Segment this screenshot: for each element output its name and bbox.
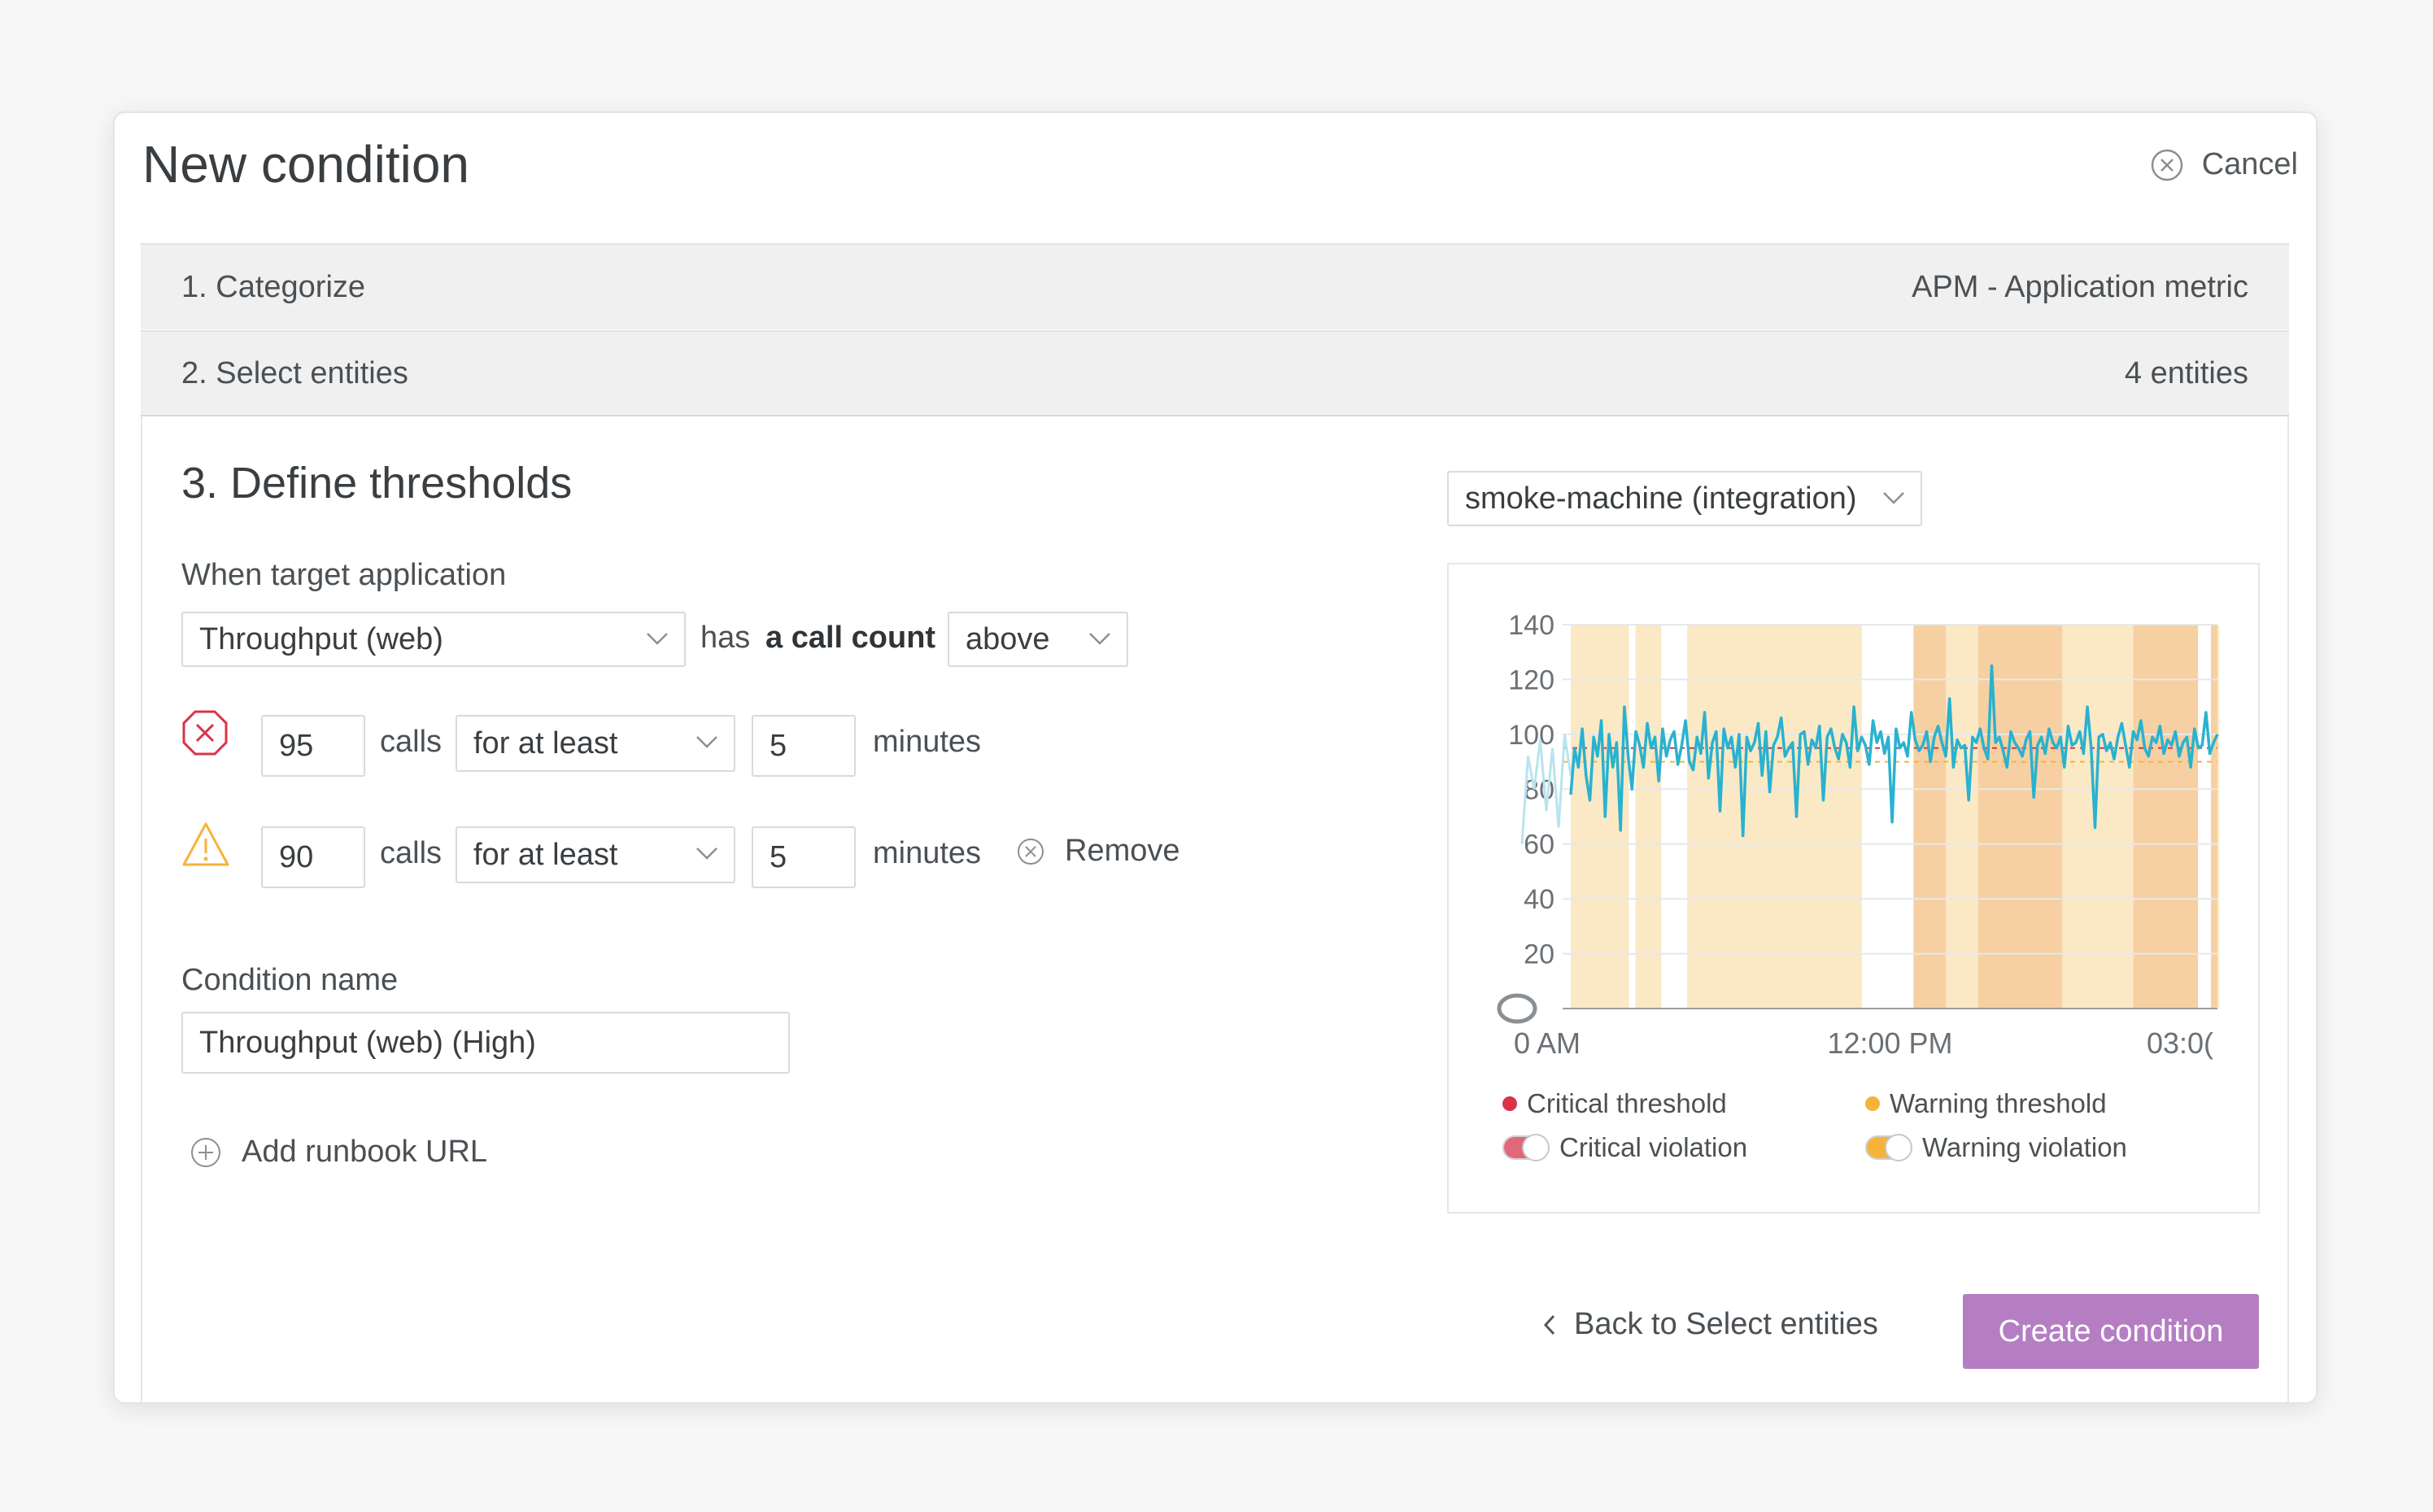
operator-select-value: above: [966, 621, 1050, 656]
critical-violation-band: [1913, 625, 1947, 1009]
y-tick-label: 140: [1508, 610, 1554, 641]
warning-duration-select[interactable]: for at least: [456, 826, 735, 883]
step-select-entities-value: 4 entities: [2124, 355, 2248, 390]
condition-name-label: Condition name: [181, 963, 399, 997]
create-condition-button[interactable]: Create condition: [1963, 1294, 2259, 1369]
warning-violation-band: [1687, 625, 1862, 1009]
back-button[interactable]: Back to Select entities: [1541, 1307, 1878, 1342]
legend-warning-violation[interactable]: Warning violation: [1865, 1132, 2127, 1163]
close-circle-icon: [1018, 838, 1044, 865]
y-tick-label: 20: [1524, 939, 1554, 970]
critical-minutes-input[interactable]: 5: [752, 715, 856, 777]
critical-violation-band: [2133, 625, 2199, 1009]
y-tick-label: 60: [1524, 830, 1554, 861]
critical-icon: [182, 710, 228, 756]
thresholds-panel: [141, 416, 2289, 1402]
chevron-down-icon: [696, 848, 717, 860]
warning-minutes-input[interactable]: 5: [752, 826, 856, 888]
step-select-entities-label: 2. Select entities: [181, 355, 408, 390]
legend-warning-threshold: Warning threshold: [1865, 1088, 2107, 1119]
plus-circle-icon: [191, 1137, 220, 1167]
step-categorize-value: APM - Application metric: [1912, 269, 2248, 304]
x-tick-label: 12:00 PM: [1827, 1026, 1952, 1060]
cancel-button[interactable]: Cancel: [2150, 147, 2298, 182]
y-tick-label: 120: [1508, 664, 1554, 695]
legend-critical-violation[interactable]: Critical violation: [1502, 1132, 1747, 1163]
has-text: has: [700, 621, 751, 655]
critical-duration-select[interactable]: for at least: [456, 715, 735, 772]
series-line: [1569, 664, 2219, 838]
critical-violation-toggle[interactable]: [1502, 1134, 1550, 1161]
warning-violation-band: [1635, 625, 1662, 1009]
chevron-down-icon: [696, 736, 717, 748]
metric-select-value: Throughput (web): [199, 621, 443, 656]
y-tick-label: 100: [1508, 720, 1554, 751]
critical-duration-value: for at least: [473, 725, 618, 760]
warning-violation-band: [2217, 625, 2219, 1009]
legend-warning-threshold-label: Warning threshold: [1890, 1088, 2107, 1118]
define-thresholds-title: 3. Define thresholds: [181, 459, 573, 508]
warning-icon: [182, 822, 229, 866]
add-runbook-label: Add runbook URL: [242, 1135, 488, 1169]
condition-name-input[interactable]: Throughput (web) (High): [181, 1012, 790, 1074]
remove-label: Remove: [1065, 834, 1180, 868]
modal-title: New condition: [142, 135, 469, 194]
critical-violation-band: [2211, 625, 2217, 1009]
call-count-text: a call count: [765, 621, 936, 655]
remove-warning-button[interactable]: Remove: [1016, 834, 1180, 869]
legend-critical-threshold: Critical threshold: [1502, 1088, 1727, 1119]
chevron-down-icon: [1089, 633, 1110, 645]
x-tick-label: 0 AM: [1514, 1026, 1581, 1060]
legend-warning-violation-label: Warning violation: [1922, 1132, 2127, 1162]
step-categorize[interactable]: 1. Categorize APM - Application metric: [141, 243, 2289, 329]
warning-dot-icon: [1865, 1096, 1880, 1111]
entity-select[interactable]: smoke-machine (integration): [1447, 471, 1922, 526]
warning-minutes-label: minutes: [873, 836, 982, 870]
cancel-label: Cancel: [2201, 147, 2298, 181]
metric-select[interactable]: Throughput (web): [181, 612, 686, 667]
legend-critical-violation-label: Critical violation: [1559, 1132, 1748, 1162]
back-label: Back to Select entities: [1574, 1307, 1878, 1341]
when-target-label: When target application: [181, 558, 507, 592]
x-tick-label: 03:0(: [2147, 1026, 2213, 1060]
legend-critical-threshold-label: Critical threshold: [1527, 1088, 1727, 1118]
close-circle-icon: [2151, 149, 2182, 181]
critical-dot-icon: [1502, 1096, 1517, 1111]
critical-unit: calls: [380, 725, 443, 759]
operator-select[interactable]: above: [948, 612, 1128, 667]
step-select-entities[interactable]: 2. Select entities 4 entities: [141, 330, 2289, 416]
series-line-faded: [1520, 734, 1572, 844]
chevron-down-icon: [647, 633, 668, 645]
warning-unit: calls: [380, 836, 443, 870]
critical-threshold-input[interactable]: 95: [261, 715, 365, 777]
new-condition-modal: New condition Cancel 1. Categorize APM -…: [113, 111, 2317, 1404]
warning-threshold-input[interactable]: 90: [261, 826, 365, 888]
warning-duration-value: for at least: [473, 837, 618, 872]
y-tick-label: 40: [1524, 884, 1554, 915]
range-handle: [1497, 993, 1537, 1024]
add-runbook-button[interactable]: Add runbook URL: [190, 1135, 487, 1170]
critical-minutes-label: minutes: [873, 725, 982, 759]
threshold-chart: 140 120 100 80 60 40 20 0 AM 12:00 PM 03:0( Criti…: [1447, 563, 2260, 1214]
warning-violation-toggle[interactable]: [1865, 1134, 1912, 1161]
chevron-down-icon: [1883, 492, 1904, 504]
entity-select-value: smoke-machine (integration): [1465, 481, 1857, 516]
step-categorize-label: 1. Categorize: [181, 269, 366, 304]
chevron-left-icon: [1543, 1314, 1555, 1335]
